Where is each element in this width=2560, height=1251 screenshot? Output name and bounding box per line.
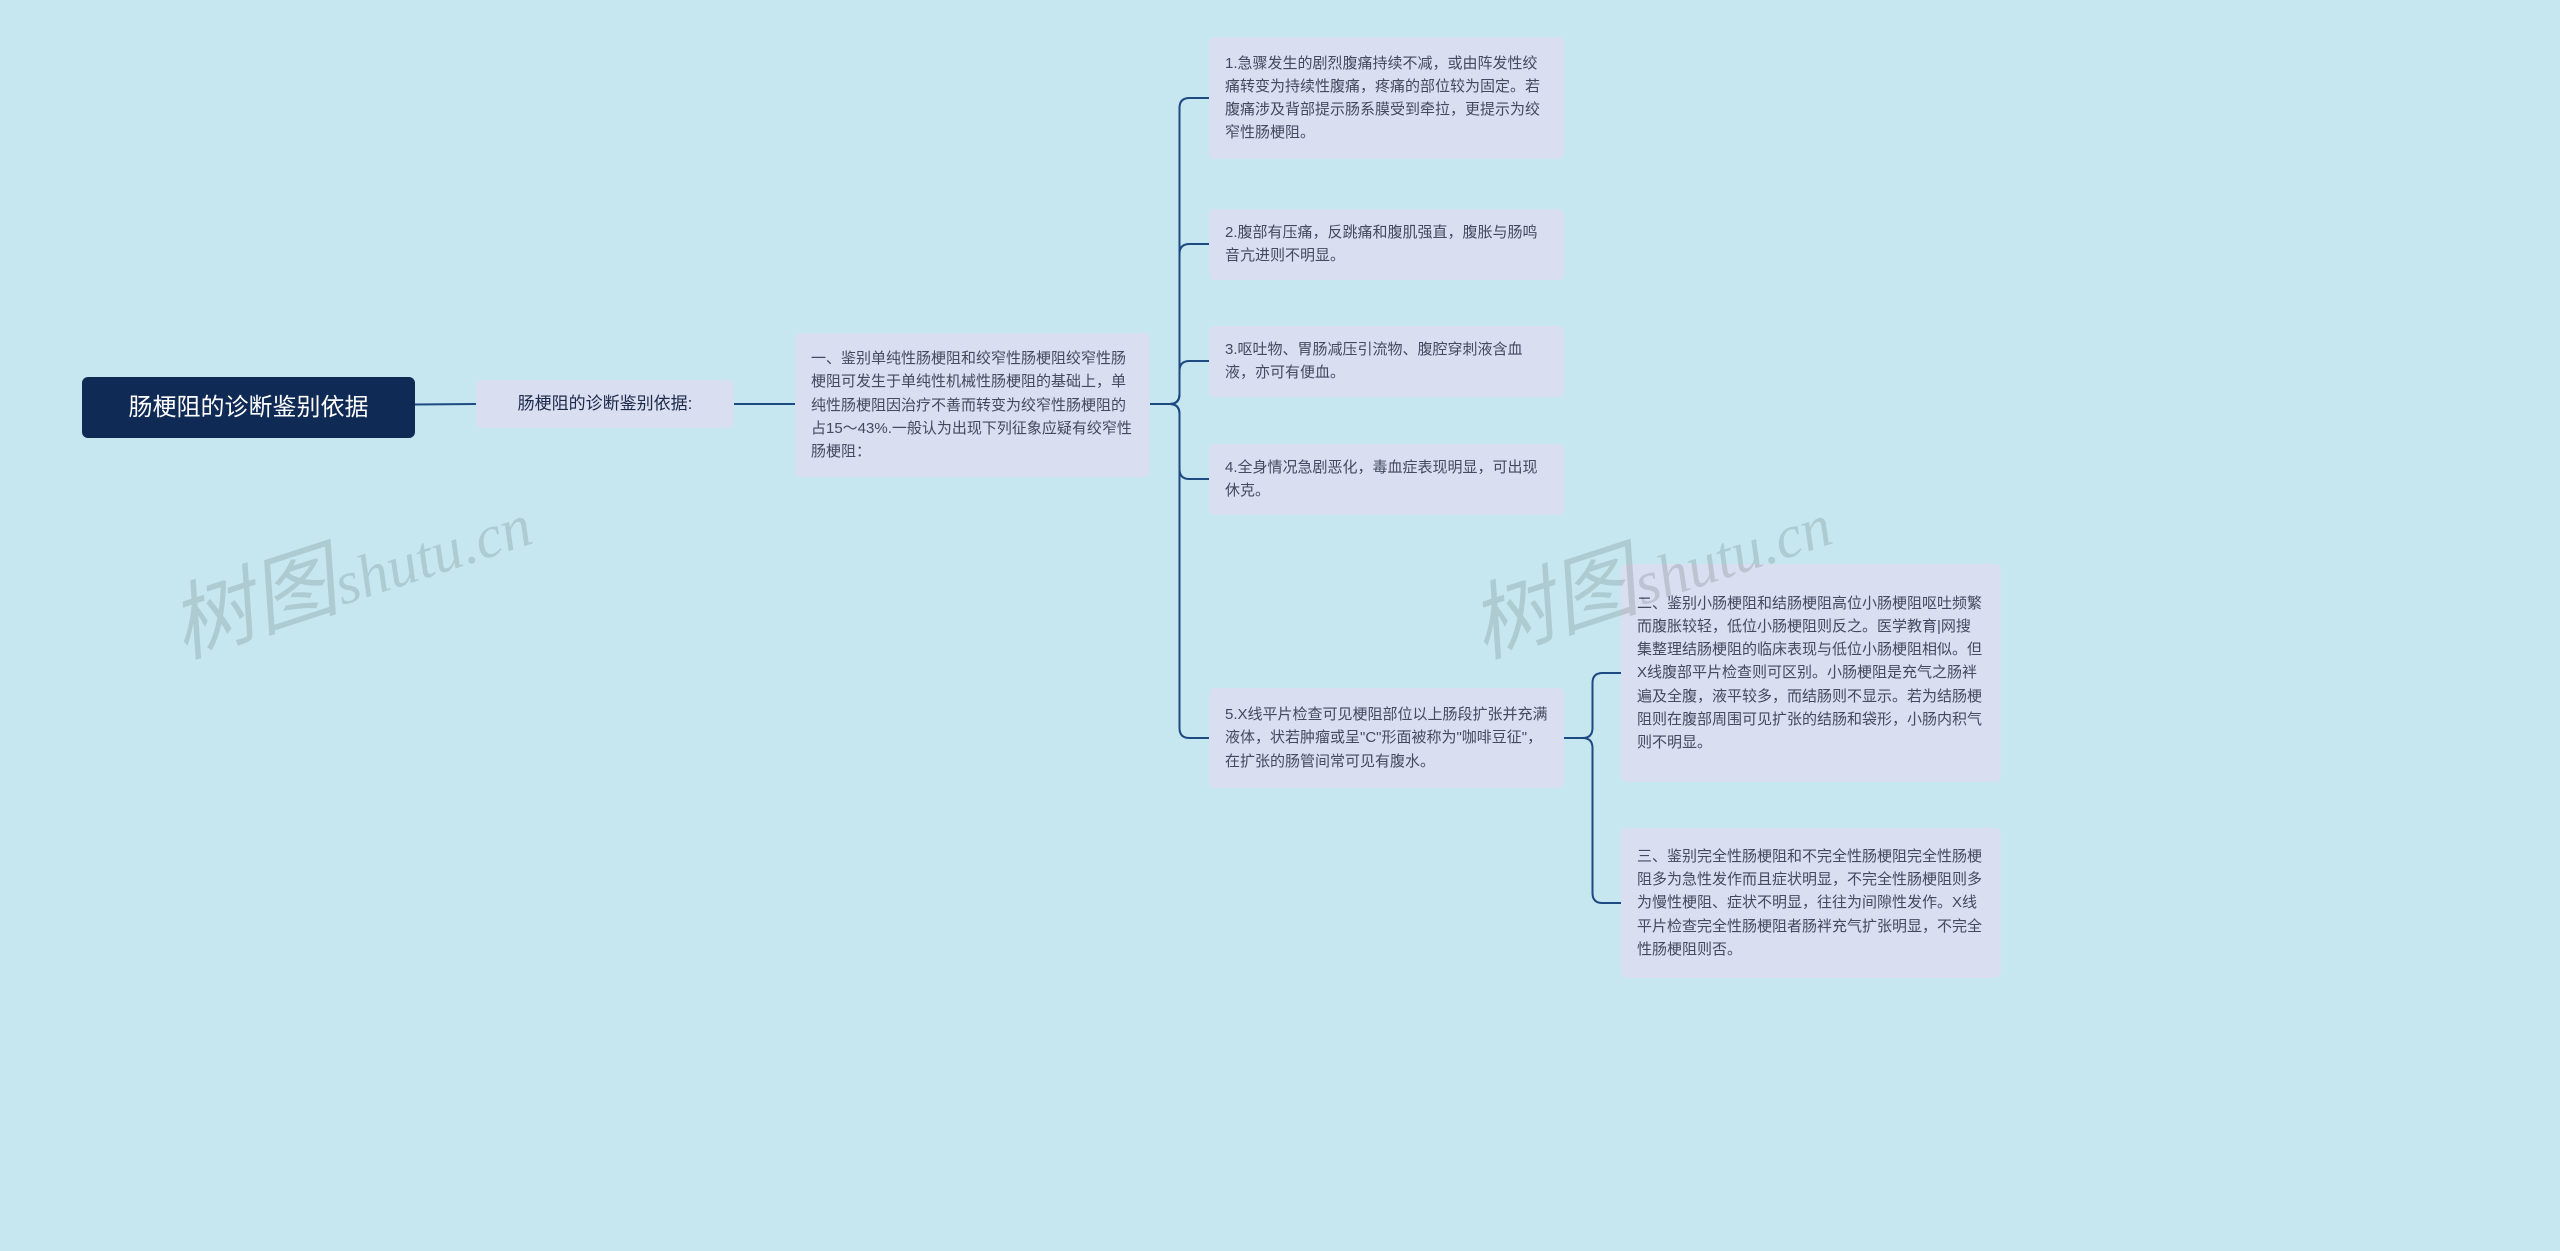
mindmap-canvas: 肠梗阻的诊断鉴别依据 肠梗阻的诊断鉴别依据: 一、鉴别单纯性肠梗阻和绞窄性肠梗阻… <box>0 0 2560 1251</box>
watermark-en-1: shutu.cn <box>326 492 540 619</box>
grandchild-node-3: 三、鉴别完全性肠梗阻和不完全性肠梗阻完全性肠梗阻多为急性发作而且症状明显，不完全… <box>1621 828 2001 978</box>
criteria-node: 一、鉴别单纯性肠梗阻和绞窄性肠梗阻绞窄性肠梗阻可发生于单纯性机械性肠梗阻的基础上… <box>795 333 1150 477</box>
child-node-2: 2.腹部有压痛，反跳痛和腹肌强直，腹胀与肠鸣音亢进则不明显。 <box>1209 209 1564 280</box>
sub-label: 肠梗阻的诊断鉴别依据: <box>518 391 693 417</box>
child-label-4: 4.全身情况急剧恶化，毒血症表现明显，可出现休克。 <box>1225 456 1548 503</box>
watermark-1: 树图shutu.cn <box>153 451 543 681</box>
criteria-label: 一、鉴别单纯性肠梗阻和绞窄性肠梗阻绞窄性肠梗阻可发生于单纯性机械性肠梗阻的基础上… <box>811 347 1134 463</box>
sub-node: 肠梗阻的诊断鉴别依据: <box>476 380 734 428</box>
child-label-5: 5.X线平片检查可见梗阻部位以上肠段扩张并充满液体，状若肿瘤或呈"C"形面被称为… <box>1225 703 1548 773</box>
connector-layer <box>0 0 2560 1251</box>
grandchild-node-2: 二、鉴别小肠梗阻和结肠梗阻高位小肠梗阻呕吐频繁而腹胀较轻，低位小肠梗阻则反之。医… <box>1621 564 2001 782</box>
child-label-1: 1.急骤发生的剧烈腹痛持续不减，或由阵发性绞痛转变为持续性腹痛，疼痛的部位较为固… <box>1225 52 1548 145</box>
child-node-5: 5.X线平片检查可见梗阻部位以上肠段扩张并充满液体，状若肿瘤或呈"C"形面被称为… <box>1209 688 1564 788</box>
watermark-cn-2: 树图 <box>1459 535 1648 675</box>
child-node-1: 1.急骤发生的剧烈腹痛持续不减，或由阵发性绞痛转变为持续性腹痛，疼痛的部位较为固… <box>1209 37 1564 159</box>
child-node-4: 4.全身情况急剧恶化，毒血症表现明显，可出现休克。 <box>1209 444 1564 515</box>
root-label: 肠梗阻的诊断鉴别依据 <box>129 389 369 426</box>
root-node: 肠梗阻的诊断鉴别依据 <box>82 377 415 438</box>
child-label-3: 3.呕吐物、胃肠减压引流物、腹腔穿刺液含血液，亦可有便血。 <box>1225 338 1548 385</box>
child-node-3: 3.呕吐物、胃肠减压引流物、腹腔穿刺液含血液，亦可有便血。 <box>1209 326 1564 397</box>
watermark-cn-1: 树图 <box>159 535 348 675</box>
grandchild-label-3: 三、鉴别完全性肠梗阻和不完全性肠梗阻完全性肠梗阻多为急性发作而且症状明显，不完全… <box>1637 845 1985 961</box>
child-label-2: 2.腹部有压痛，反跳痛和腹肌强直，腹胀与肠鸣音亢进则不明显。 <box>1225 221 1548 268</box>
grandchild-label-2: 二、鉴别小肠梗阻和结肠梗阻高位小肠梗阻呕吐频繁而腹胀较轻，低位小肠梗阻则反之。医… <box>1637 592 1985 755</box>
